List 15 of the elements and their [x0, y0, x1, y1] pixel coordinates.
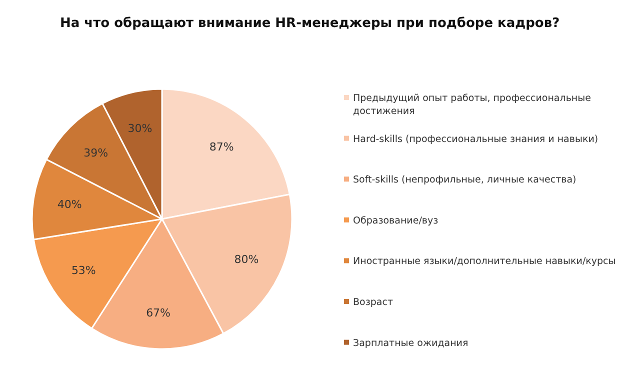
data-label: 67% — [146, 306, 171, 320]
data-label: 53% — [71, 264, 96, 278]
legend-label: Возраст — [353, 297, 394, 308]
data-label: 39% — [84, 146, 108, 160]
data-label: 40% — [57, 198, 82, 212]
legend-label: Зарплатные ожидания — [353, 338, 468, 349]
chart-title: На что обращают внимание HR-менеджеры при подборе кадров? — [60, 16, 560, 31]
legend-label: Образование/вуз — [353, 215, 438, 226]
data-label: 30% — [128, 122, 152, 135]
data-label: 80% — [234, 253, 259, 266]
legend-label: Hard-skills (профессиональные знания и навыки) — [353, 134, 598, 145]
legend-label: Предыдущий опыт работы, профессиональные достижения — [353, 93, 592, 117]
legend-label: Soft-skills (непрофильные, личные качества) — [353, 174, 576, 186]
data-label: 87% — [209, 140, 234, 154]
legend-label: Иностранные языки/дополнительные навыки/курсы — [353, 256, 616, 268]
